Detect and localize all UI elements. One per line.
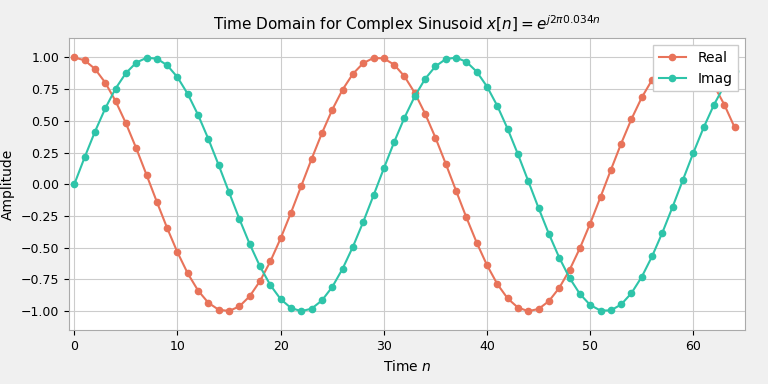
Imag: [710, 103, 719, 107]
Imag: [452, 55, 461, 60]
Imag: [658, 230, 667, 235]
Imag: [359, 220, 368, 224]
Real: [348, 71, 357, 76]
Title: Time Domain for Complex Sinusoid $x[n] = e^{j2\pi 0.034n}$: Time Domain for Complex Sinusoid $x[n] =…: [213, 13, 601, 35]
Line: Imag: Imag: [71, 55, 738, 314]
X-axis label: Time $n$: Time $n$: [382, 359, 432, 374]
Real: [710, 83, 719, 88]
Real: [70, 55, 79, 60]
Real: [524, 309, 533, 313]
Y-axis label: Amplitude: Amplitude: [2, 149, 15, 220]
Imag: [296, 309, 306, 313]
Real: [224, 309, 233, 313]
Real: [730, 125, 740, 130]
Imag: [266, 283, 275, 287]
Real: [266, 259, 275, 264]
Imag: [70, 182, 79, 187]
Line: Real: Real: [71, 54, 738, 314]
Real: [647, 78, 657, 82]
Imag: [730, 69, 740, 73]
Imag: [421, 77, 430, 81]
Real: [410, 91, 419, 95]
Imag: [224, 190, 233, 195]
Legend: Real, Imag: Real, Imag: [653, 45, 738, 91]
